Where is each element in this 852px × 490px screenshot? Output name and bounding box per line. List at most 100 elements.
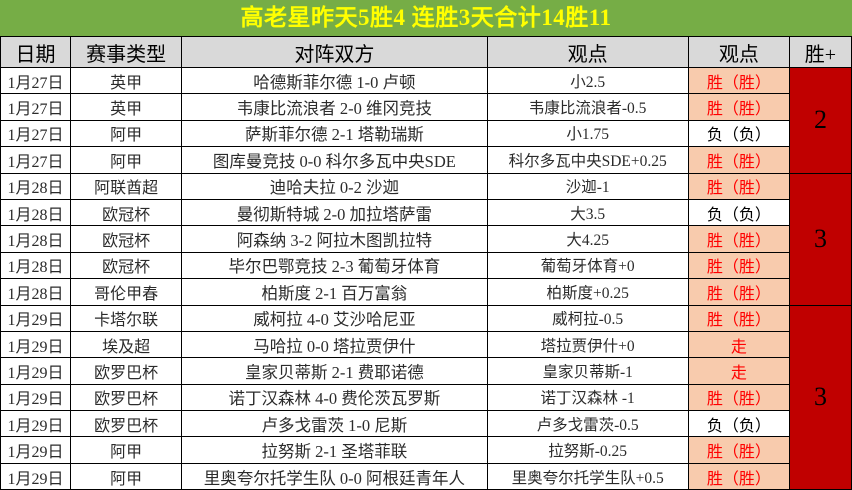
cell-match[interactable]: 柏斯度 2-1 百万富翁: [181, 278, 488, 306]
cell-result[interactable]: 负（负）: [687, 410, 790, 438]
table-row: 1月27日 英甲 哈德斯菲尔德 1-0 卢顿 小2.5 胜（胜） 2: [0, 66, 852, 174]
cell-view[interactable]: 大3.5: [486, 198, 689, 227]
cell-league[interactable]: 阿甲: [70, 146, 183, 174]
table-row: 1月29日 卡塔尔联 威柯拉 4-0 艾沙哈尼亚 威柯拉-0.5 胜（胜） 3: [0, 304, 852, 490]
cell-date[interactable]: 1月27日: [0, 66, 72, 95]
cell-date[interactable]: 1月29日: [0, 383, 72, 412]
cell-view[interactable]: 大4.25: [486, 225, 689, 253]
cell-league[interactable]: 卡塔尔联: [70, 304, 183, 332]
cell-match[interactable]: 图库曼竞技 0-0 科尔多瓦中央SDE: [181, 146, 488, 174]
table-row: 1月27日 阿甲 萨斯菲尔德 2-1 塔勒瑞斯 小1.75 负（负）: [0, 119, 852, 148]
column-header-match[interactable]: 对阵双方: [181, 36, 488, 68]
table-row: 1月29日 欧罗巴杯 卢多戈雷茨 1-0 尼斯 卢多戈雷茨-0.5 负（负）: [0, 410, 852, 438]
cell-match[interactable]: 韦康比流浪者 2-0 维冈竞技: [181, 93, 488, 121]
cell-result[interactable]: 胜（胜）: [687, 146, 790, 174]
cell-date[interactable]: 1月28日: [0, 225, 72, 253]
column-header-date[interactable]: 日期: [0, 36, 72, 68]
cell-view[interactable]: 威柯拉-0.5: [486, 304, 689, 332]
cell-date[interactable]: 1月27日: [0, 119, 72, 148]
cell-streak[interactable]: 3: [788, 172, 852, 306]
table-row: 1月28日 哥伦甲春 柏斯度 2-1 百万富翁 柏斯度+0.25 胜（胜）: [0, 278, 852, 306]
cell-result[interactable]: 胜（胜）: [687, 383, 790, 412]
cell-match[interactable]: 毕尔巴鄂竞技 2-3 葡萄牙体育: [181, 251, 488, 280]
table-row: 1月27日 英甲 韦康比流浪者 2-0 维冈竞技 韦康比流浪者-0.5 胜（胜）: [0, 93, 852, 121]
cell-view[interactable]: 诺丁汉森林 -1: [486, 383, 689, 412]
cell-match[interactable]: 阿森纳 3-2 阿拉木图凯拉特: [181, 225, 488, 253]
cell-date[interactable]: 1月29日: [0, 462, 72, 490]
cell-result[interactable]: 胜（胜）: [687, 93, 790, 121]
cell-league[interactable]: 阿甲: [70, 436, 183, 464]
cell-date[interactable]: 1月29日: [0, 357, 72, 385]
cell-match[interactable]: 皇家贝蒂斯 2-1 费耶诺德: [181, 357, 488, 385]
cell-match[interactable]: 马哈拉 0-0 塔拉贾伊什: [181, 330, 488, 359]
cell-view[interactable]: 科尔多瓦中央SDE+0.25: [486, 146, 689, 174]
cell-result[interactable]: 胜（胜）: [687, 436, 790, 464]
cell-view[interactable]: 小1.75: [486, 119, 689, 148]
results-table: 日期 赛事类型 对阵双方 观点 观点 胜+ 1月27日 英甲 哈德斯菲尔德 1-0 …: [0, 36, 852, 490]
cell-view[interactable]: 塔拉贾伊什+0: [486, 330, 689, 359]
header-row: 日期 赛事类型 对阵双方 观点 观点 胜+: [0, 36, 852, 68]
column-header-view[interactable]: 观点: [486, 36, 689, 68]
cell-match[interactable]: 威柯拉 4-0 艾沙哈尼亚: [181, 304, 488, 332]
cell-view[interactable]: 拉努斯-0.25: [486, 436, 689, 464]
cell-match[interactable]: 卢多戈雷茨 1-0 尼斯: [181, 410, 488, 438]
cell-view[interactable]: 葡萄牙体育+0: [486, 251, 689, 280]
cell-league[interactable]: 英甲: [70, 66, 183, 95]
cell-result[interactable]: 负（负）: [687, 198, 790, 227]
cell-date[interactable]: 1月29日: [0, 304, 72, 332]
cell-view[interactable]: 韦康比流浪者-0.5: [486, 93, 689, 121]
cell-result[interactable]: 负（负）: [687, 119, 790, 148]
cell-match[interactable]: 哈德斯菲尔德 1-0 卢顿: [181, 66, 488, 95]
cell-result[interactable]: 走: [687, 330, 790, 359]
cell-league[interactable]: 欧罗巴杯: [70, 383, 183, 412]
cell-result[interactable]: 走: [687, 357, 790, 385]
cell-league[interactable]: 哥伦甲春: [70, 278, 183, 306]
cell-league[interactable]: 阿甲: [70, 119, 183, 148]
cell-view[interactable]: 沙迦-1: [486, 172, 689, 200]
cell-league[interactable]: 阿甲: [70, 462, 183, 490]
cell-date[interactable]: 1月28日: [0, 251, 72, 280]
cell-match[interactable]: 拉努斯 2-1 圣塔菲联: [181, 436, 488, 464]
cell-match[interactable]: 诺丁汉森林 4-0 费伦茨瓦罗斯: [181, 383, 488, 412]
cell-view[interactable]: 柏斯度+0.25: [486, 278, 689, 306]
cell-league[interactable]: 欧罗巴杯: [70, 357, 183, 385]
cell-view[interactable]: 卢多戈雷茨-0.5: [486, 410, 689, 438]
column-header-streak[interactable]: 胜+: [788, 36, 852, 68]
cell-match[interactable]: 萨斯菲尔德 2-1 塔勒瑞斯: [181, 119, 488, 148]
cell-league[interactable]: 欧罗巴杯: [70, 410, 183, 438]
cell-result[interactable]: 胜（胜）: [687, 225, 790, 253]
cell-date[interactable]: 1月29日: [0, 330, 72, 359]
table-row: 1月29日 埃及超 马哈拉 0-0 塔拉贾伊什 塔拉贾伊什+0 走: [0, 330, 852, 359]
cell-match[interactable]: 里奥夸尔托学生队 0-0 阿根廷青年人: [181, 462, 488, 490]
column-header-result[interactable]: 观点: [687, 36, 790, 68]
cell-league[interactable]: 埃及超: [70, 330, 183, 359]
cell-match[interactable]: 迪哈夫拉 0-2 沙迦: [181, 172, 488, 200]
table-body: 1月27日 英甲 哈德斯菲尔德 1-0 卢顿 小2.5 胜（胜） 2 1月27日 英甲 韦康比流…: [0, 66, 852, 490]
cell-date[interactable]: 1月29日: [0, 436, 72, 464]
cell-result[interactable]: 胜（胜）: [687, 462, 790, 490]
cell-league[interactable]: 欧冠杯: [70, 198, 183, 227]
cell-view[interactable]: 皇家贝蒂斯-1: [486, 357, 689, 385]
cell-result[interactable]: 胜（胜）: [687, 304, 790, 332]
cell-match[interactable]: 曼彻斯特城 2-0 加拉塔萨雷: [181, 198, 488, 227]
cell-date[interactable]: 1月29日: [0, 410, 72, 438]
cell-league[interactable]: 英甲: [70, 93, 183, 121]
cell-date[interactable]: 1月28日: [0, 172, 72, 200]
cell-view[interactable]: 小2.5: [486, 66, 689, 95]
column-header-league[interactable]: 赛事类型: [70, 36, 183, 68]
cell-streak[interactable]: 3: [788, 304, 852, 490]
cell-result[interactable]: 胜（胜）: [687, 66, 790, 95]
cell-streak[interactable]: 2: [788, 67, 852, 174]
cell-league[interactable]: 阿联酋超: [70, 172, 183, 200]
cell-league[interactable]: 欧冠杯: [70, 251, 183, 280]
cell-date[interactable]: 1月27日: [0, 93, 72, 121]
cell-date[interactable]: 1月27日: [0, 146, 72, 174]
cell-result[interactable]: 胜（胜）: [687, 251, 790, 280]
cell-view[interactable]: 里奥夸尔托学生队+0.5: [486, 462, 689, 490]
cell-date[interactable]: 1月28日: [0, 198, 72, 227]
cell-date[interactable]: 1月28日: [0, 278, 72, 306]
cell-league[interactable]: 欧冠杯: [70, 225, 183, 253]
cell-result[interactable]: 胜（胜）: [687, 172, 790, 200]
cell-result[interactable]: 胜（胜）: [687, 278, 790, 306]
